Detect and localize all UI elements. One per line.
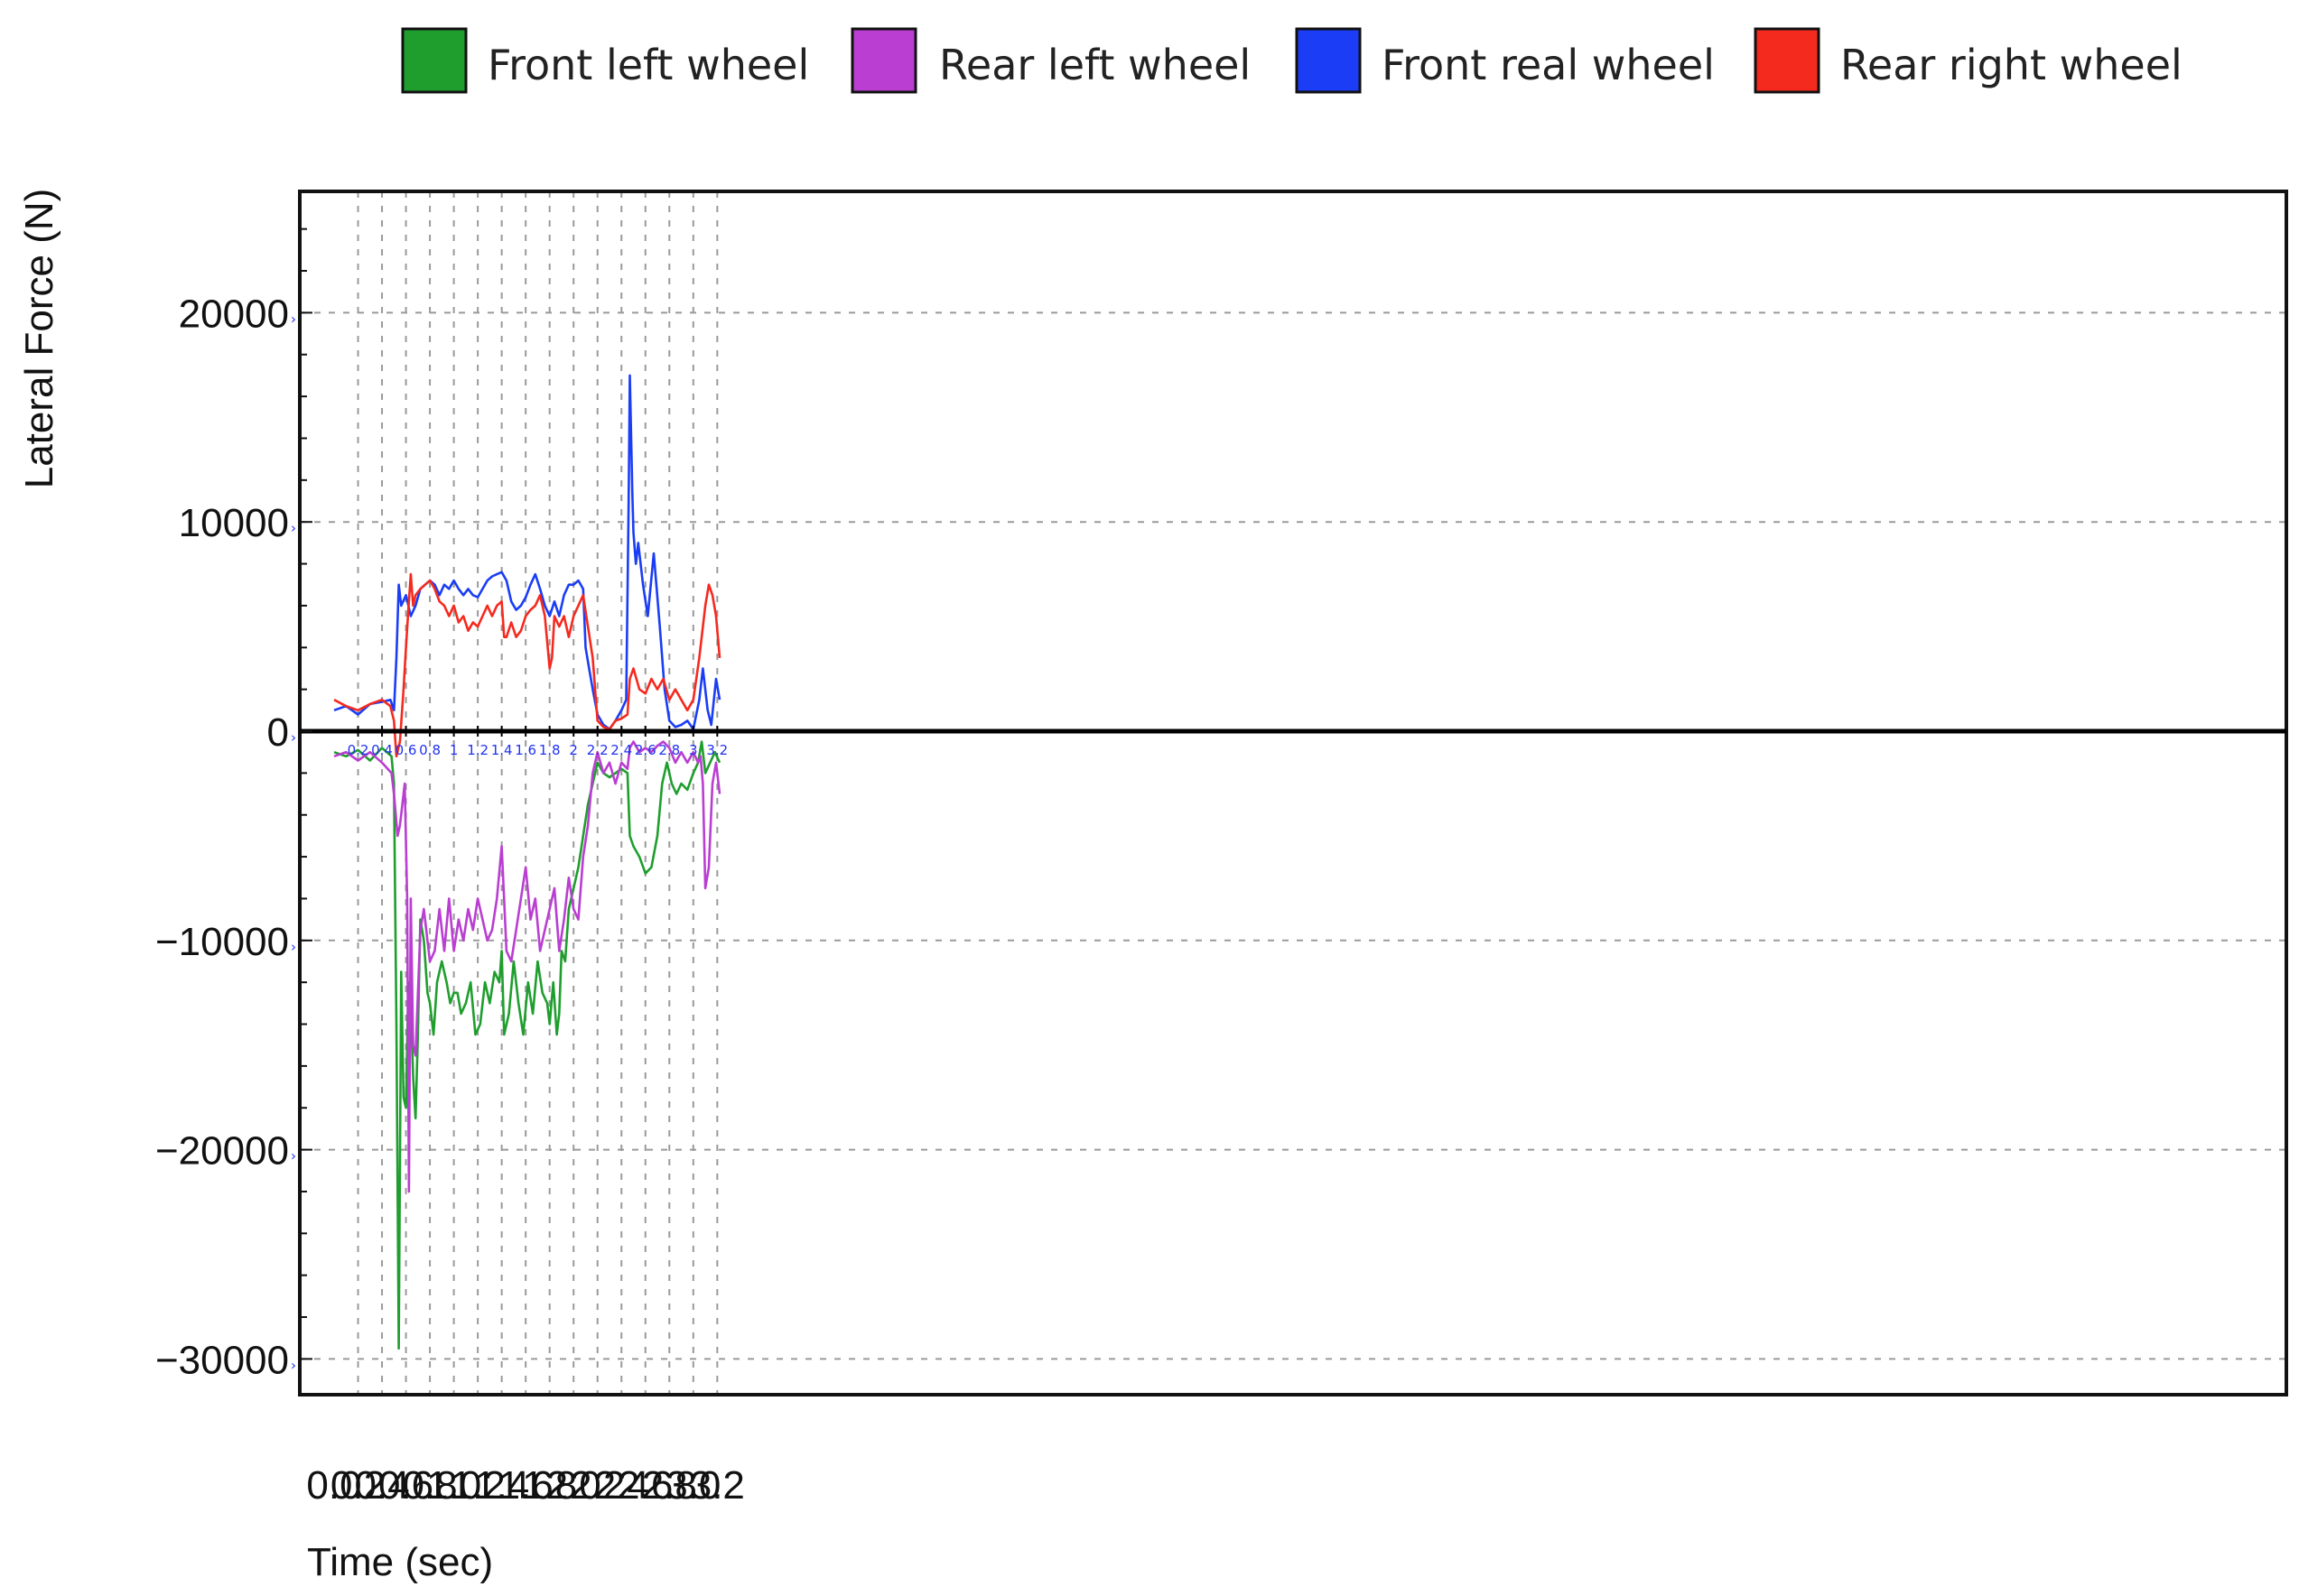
y-tick-marker: › <box>291 311 296 327</box>
legend-item-rear-right-wheel[interactable]: Rear right wheel <box>1754 27 2183 94</box>
y-tick-marker: › <box>291 939 296 955</box>
zero-axis-tick-labels: 0.2 0.4 0.6 0.8 1 1.2 1.4 1.6 1.8 2 2.2 2.4 2.6 2.8 3 3… <box>348 742 729 758</box>
y-tick-marker: › <box>291 1357 296 1373</box>
x-tick-label: 1.6 <box>498 1463 554 1508</box>
zero-axis-tick-label: 1.2 <box>467 742 489 758</box>
zero-axis-tick-label: 0.2 <box>348 742 369 758</box>
y-axis-title: Lateral Force (N) <box>17 189 61 489</box>
y-tick-marker: › <box>291 1148 296 1165</box>
x-tick-labels: 0.00.20.40.60.81.01.21.41.61.82.02.22.42… <box>306 1463 744 1508</box>
axes <box>298 190 2288 1396</box>
legend-label-rear-right-wheel: Rear right wheel <box>1840 41 2183 89</box>
x-tick-label: 3.2 <box>690 1463 745 1508</box>
x-tick-label: 2.2 <box>570 1463 625 1508</box>
zero-axis-tick-label: 3.2 <box>706 742 728 758</box>
zero-axis-tick-label: 2.6 <box>635 742 656 758</box>
legend-label-front-left-wheel: Front left wheel <box>488 41 809 89</box>
x-tick-label: 2.6 <box>618 1463 673 1508</box>
legend-label-front-real-wheel: Front real wheel <box>1382 41 1715 89</box>
series-lines <box>333 374 721 1350</box>
x-axis-title: Time (sec) <box>307 1540 493 1584</box>
x-tick-label: 0.2 <box>330 1463 386 1508</box>
series-line-rear-right-wheel <box>333 572 721 758</box>
legend-swatch-front-left-wheel <box>401 27 468 94</box>
y-tick-labels: 20000 ›10000 ›0 ›−10000 ›−20000 ›−30000 › <box>155 292 296 1382</box>
zero-axis-tick-label: 1 <box>450 742 459 758</box>
x-tick-label: 1.8 <box>522 1463 577 1508</box>
zero-axis-tick-label: 0.8 <box>419 742 441 758</box>
y-tick-label: 10000 <box>179 501 289 545</box>
zero-axis-tick-label: 1.6 <box>515 742 536 758</box>
x-tick-label: 0.0 <box>306 1463 361 1508</box>
grid <box>300 191 2286 1395</box>
legend-item-front-real-wheel[interactable]: Front real wheel <box>1295 27 1715 94</box>
zero-axis-tick-label: 1.4 <box>491 742 513 758</box>
y-tick-marker: › <box>291 729 296 746</box>
zero-axis-tick-label: 0.6 <box>396 742 417 758</box>
legend-swatch-rear-right-wheel <box>1754 27 1820 94</box>
y-tick-label: −10000 <box>155 920 289 964</box>
zero-axis-tick-label: 2 <box>569 742 578 758</box>
legend: Front left wheel Rear left wheel Front r… <box>401 27 2183 94</box>
x-tick-label: 1.0 <box>426 1463 481 1508</box>
y-tick-label: 20000 <box>179 292 289 336</box>
x-tick-label: 1.4 <box>474 1463 529 1508</box>
zero-axis-tick-label: 2.2 <box>587 742 609 758</box>
x-tick-label: 2.8 <box>642 1463 697 1508</box>
zero-axis-tick-label: 2.4 <box>610 742 632 758</box>
legend-swatch-front-real-wheel <box>1295 27 1362 94</box>
y-tick-label: −20000 <box>155 1129 289 1174</box>
x-tick-label: 2.0 <box>546 1463 601 1508</box>
series-line-front-left-wheel <box>333 740 721 1350</box>
y-tick-marker: › <box>291 520 296 536</box>
zero-axis-tick-label: 3 <box>689 742 698 758</box>
legend-item-rear-left-wheel[interactable]: Rear left wheel <box>851 27 1251 94</box>
plot-frame <box>298 190 2288 1396</box>
y-tick-label: −30000 <box>155 1338 289 1382</box>
zero-axis-tick-label: 2.8 <box>658 742 680 758</box>
x-tick-label: 3.0 <box>666 1463 721 1508</box>
zero-axis-tick-label: 1.8 <box>539 742 561 758</box>
x-tick-label: 1.2 <box>451 1463 506 1508</box>
legend-item-front-left-wheel[interactable]: Front left wheel <box>401 27 809 94</box>
x-tick-label: 0.4 <box>354 1463 409 1508</box>
x-tick-label: 2.4 <box>594 1463 649 1508</box>
y-tick-label: 0 <box>267 710 289 755</box>
zero-axis-tick-label: 0.4 <box>371 742 393 758</box>
x-tick-label: 0.6 <box>378 1463 433 1508</box>
series-line-rear-left-wheel <box>333 740 721 1193</box>
legend-label-rear-left-wheel: Rear left wheel <box>939 41 1251 89</box>
legend-swatch-rear-left-wheel <box>851 27 917 94</box>
x-tick-label: 0.8 <box>402 1463 457 1508</box>
